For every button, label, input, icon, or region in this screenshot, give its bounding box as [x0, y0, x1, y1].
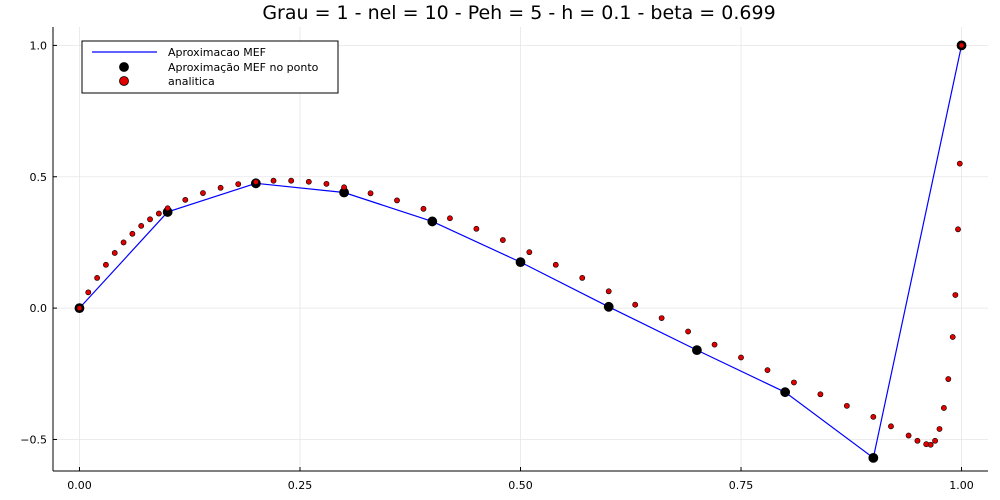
series-points [74, 40, 967, 463]
analitica-point [526, 249, 533, 256]
mef-point [780, 387, 791, 398]
y-tick-label: 0.5 [30, 171, 48, 184]
analitica-point [927, 441, 934, 448]
legend-analitica-swatch [119, 76, 129, 86]
legend-point-swatch [119, 62, 129, 72]
analitica-point [103, 261, 109, 268]
analitica-point [288, 177, 295, 184]
analitica-point [138, 222, 145, 229]
analitica-point [605, 288, 612, 295]
y-tick-label: 0.0 [30, 302, 48, 315]
analitica-point [817, 391, 824, 398]
analitica-point [447, 215, 453, 222]
x-tick-label: 0.75 [729, 479, 754, 492]
analitica-point [685, 328, 691, 335]
analitica-point [367, 190, 374, 197]
analitica-point [870, 413, 877, 420]
analitica-point [111, 250, 118, 256]
analitica-point [579, 274, 586, 281]
y-tick-label: −0.5 [20, 433, 47, 446]
analitica-point [764, 367, 771, 374]
legend-label: Aproximacao MEF [168, 46, 266, 59]
mef-point [427, 216, 438, 227]
analitica-point [738, 354, 744, 361]
analitica-point [499, 237, 506, 243]
analitica-point [888, 423, 894, 430]
analitica-point [200, 190, 206, 196]
chart-title: Grau = 1 - nel = 10 - Peh = 5 - h = 0.1 … [262, 2, 775, 24]
ticks: 0.00 0.25 0.50 0.75 1.00 −0.5 0.0 0.5 1.0 [20, 39, 974, 492]
analitica-point [394, 197, 400, 204]
analitica-point [85, 289, 92, 296]
analitica-point [932, 437, 938, 444]
analitica-point [958, 42, 965, 49]
analitica-point [914, 437, 921, 444]
legend-label: analitica [168, 75, 215, 88]
analitica-point [905, 432, 912, 439]
analitica-point [791, 379, 797, 386]
analitica-point [235, 181, 242, 188]
analitica-point [952, 292, 959, 298]
analitica-point [129, 230, 136, 237]
analitica-point [164, 205, 171, 212]
analitica-point [658, 315, 665, 321]
x-tick-label: 0.50 [508, 479, 533, 492]
grid [53, 27, 988, 471]
analitica-point [940, 405, 947, 411]
x-tick-label: 0.25 [288, 479, 313, 492]
analitica-point [956, 160, 963, 167]
analitica-point [949, 334, 956, 340]
mef-point [515, 257, 526, 268]
analitica-point [252, 179, 259, 185]
analitica-point [936, 426, 943, 432]
y-tick-label: 1.0 [30, 39, 48, 52]
legend-label: Aproximação MEF no ponto [168, 61, 319, 74]
mef-point [692, 345, 702, 356]
analitica-point [843, 402, 850, 409]
legend: Aproximacao MEF Aproximação MEF no pontoa… [81, 40, 339, 94]
analitica-point [341, 184, 347, 191]
analitica-point [305, 178, 312, 185]
analitica-point [323, 180, 330, 187]
analitica-point [420, 205, 427, 212]
analitica-point [155, 210, 162, 217]
analitica-point [147, 216, 153, 223]
analitica-point [182, 196, 189, 203]
analitica-point [955, 226, 961, 233]
mef-point [603, 301, 614, 312]
analitica-point [711, 341, 718, 348]
analitica-point [473, 225, 480, 232]
analitica-point [632, 301, 639, 308]
analitica-point [120, 239, 127, 246]
analitica-point [945, 376, 952, 382]
analitica-point [552, 261, 559, 268]
analitica-point [217, 184, 224, 191]
x-tick-label: 0.00 [67, 479, 92, 492]
x-tick-label: 1.00 [949, 479, 974, 492]
analitica-point [76, 305, 83, 312]
analitica-point [270, 177, 277, 184]
analitica-point [94, 274, 101, 281]
mef-point [868, 452, 879, 463]
